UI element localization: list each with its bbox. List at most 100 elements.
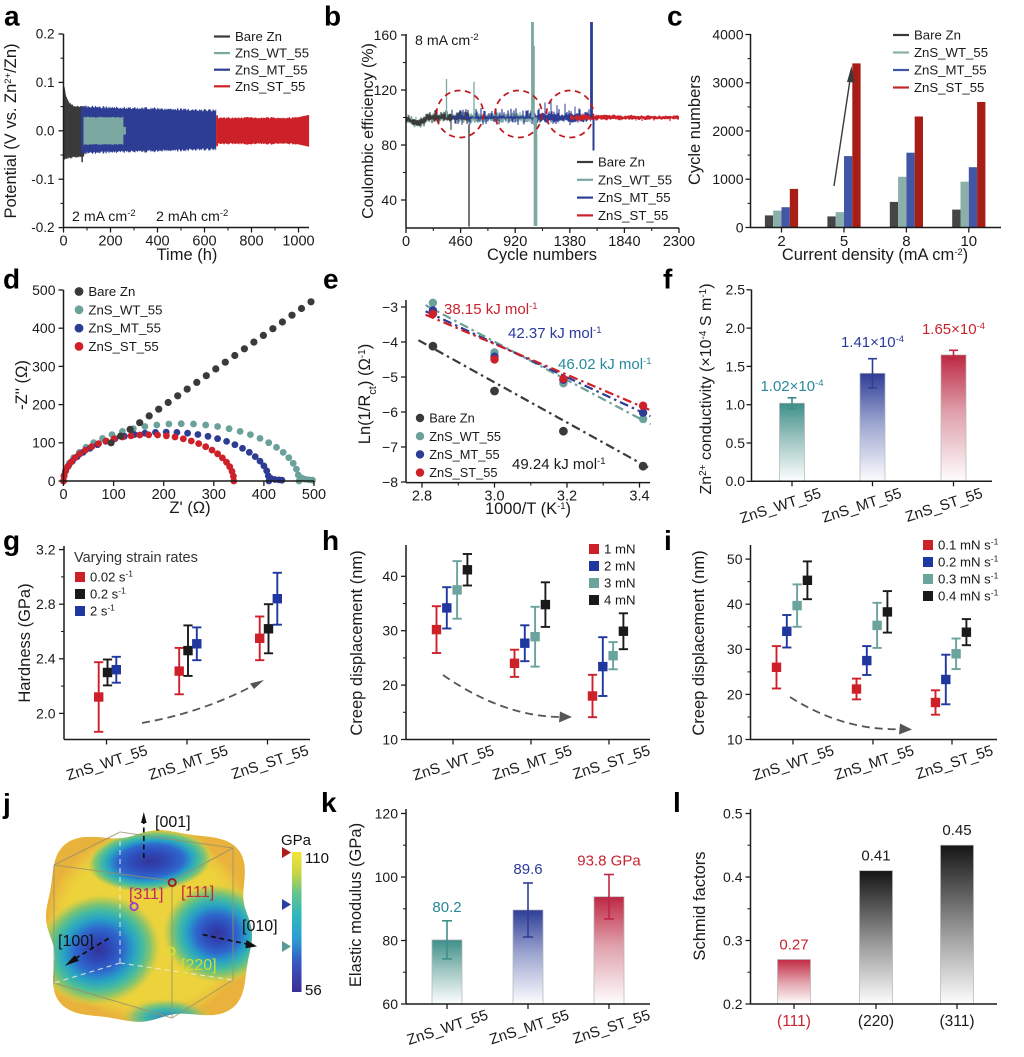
- svg-text:1.02×10-4: 1.02×10-4: [760, 378, 823, 396]
- svg-text:1000/T (K-1): 1000/T (K-1): [485, 500, 571, 518]
- svg-text:0.4: 0.4: [723, 869, 743, 885]
- svg-text:46.02 kJ mol-1: 46.02 kJ mol-1: [558, 356, 652, 374]
- svg-text:0.5: 0.5: [726, 435, 746, 451]
- svg-text:300: 300: [202, 487, 226, 503]
- svg-text:Potential (V vs. Zn2+/Zn): Potential (V vs. Zn2+/Zn): [2, 44, 20, 219]
- svg-text:500: 500: [302, 487, 326, 503]
- svg-text:e: e: [323, 264, 339, 295]
- svg-text:ZnS_ST_55: ZnS_ST_55: [88, 339, 158, 354]
- svg-text:120: 120: [374, 82, 398, 98]
- svg-text:2 mAh cm-2: 2 mAh cm-2: [156, 208, 228, 226]
- svg-text:10: 10: [727, 731, 743, 747]
- svg-text:49.24 kJ mol-1: 49.24 kJ mol-1: [512, 456, 606, 474]
- svg-text:Hardness (GPa): Hardness (GPa): [16, 583, 34, 702]
- svg-text:0.41: 0.41: [861, 848, 890, 865]
- svg-text:Creep displacement (nm): Creep displacement (nm): [348, 550, 366, 735]
- svg-text:20: 20: [727, 686, 743, 702]
- svg-text:ZnS_ST_55: ZnS_ST_55: [429, 465, 497, 480]
- svg-text:3.4: 3.4: [629, 489, 649, 505]
- svg-text:Cycle numbers: Cycle numbers: [686, 75, 704, 185]
- svg-text:ZnS_WT_55: ZnS_WT_55: [88, 302, 162, 317]
- svg-text:2.4: 2.4: [36, 651, 56, 667]
- svg-text:-0.1: -0.1: [31, 172, 54, 187]
- svg-text:0: 0: [736, 219, 744, 235]
- svg-text:2000: 2000: [712, 123, 743, 139]
- svg-text:Zn2+ conductivity (×10-4 S m-1: Zn2+ conductivity (×10-4 S m-1): [698, 283, 716, 494]
- svg-text:ZnS_WT_55: ZnS_WT_55: [914, 45, 988, 60]
- svg-text:3000: 3000: [712, 75, 743, 91]
- svg-text:10: 10: [382, 731, 398, 747]
- svg-text:30: 30: [727, 641, 743, 657]
- svg-text:Current density (mA cm-2): Current density (mA cm-2): [782, 246, 968, 264]
- svg-text:Bare Zn: Bare Zn: [914, 28, 961, 43]
- svg-text:200: 200: [152, 487, 176, 503]
- svg-text:d: d: [3, 264, 20, 295]
- svg-text:5: 5: [840, 233, 848, 250]
- svg-text:93.8 GPa: 93.8 GPa: [577, 853, 641, 870]
- svg-text:Bare Zn: Bare Zn: [235, 29, 282, 44]
- svg-text:b: b: [324, 0, 341, 31]
- svg-text:40: 40: [727, 596, 743, 612]
- svg-text:Bare Zn: Bare Zn: [429, 411, 475, 426]
- svg-text:0.2 mN s-1: 0.2 mN s-1: [938, 554, 999, 570]
- svg-text:110: 110: [305, 850, 329, 867]
- svg-text:4 mN: 4 mN: [604, 593, 636, 608]
- svg-text:a: a: [4, 0, 20, 31]
- svg-text:−4: −4: [382, 334, 398, 350]
- svg-text:3 mN: 3 mN: [604, 576, 636, 591]
- svg-text:50: 50: [727, 551, 743, 567]
- svg-text:1 mN: 1 mN: [604, 542, 636, 557]
- svg-text:Cycle numbers: Cycle numbers: [487, 246, 597, 264]
- svg-text:2.8: 2.8: [412, 489, 432, 505]
- svg-text:100: 100: [32, 435, 56, 451]
- svg-text:Bare Zn: Bare Zn: [88, 284, 135, 299]
- svg-text:56: 56: [305, 982, 322, 999]
- svg-text:30: 30: [382, 623, 398, 639]
- svg-text:ZnS_MT_55: ZnS_MT_55: [88, 321, 161, 336]
- svg-text:−5: −5: [382, 369, 398, 385]
- svg-text:Ln(1/Rct) (Ω-1): Ln(1/Rct) (Ω-1): [356, 344, 379, 444]
- svg-text:ZnS_ST_55: ZnS_ST_55: [598, 208, 668, 223]
- svg-text:0.0: 0.0: [36, 123, 55, 138]
- svg-text:0.02 s-1: 0.02 s-1: [90, 569, 133, 585]
- svg-text:(220): (220): [858, 1013, 894, 1030]
- svg-text:920: 920: [503, 234, 527, 250]
- svg-text:300: 300: [32, 358, 56, 374]
- svg-text:-Z'' (Ω): -Z'' (Ω): [13, 360, 31, 410]
- svg-text:ZnS_ST_55: ZnS_ST_55: [235, 79, 305, 94]
- svg-text:8: 8: [902, 233, 910, 250]
- svg-text:500: 500: [32, 282, 56, 298]
- svg-text:1840: 1840: [608, 234, 640, 250]
- svg-text:3.2: 3.2: [557, 489, 577, 505]
- svg-text:120: 120: [375, 805, 399, 821]
- svg-text:0.3 mN s-1: 0.3 mN s-1: [938, 571, 999, 587]
- svg-text:2: 2: [777, 233, 785, 250]
- svg-text:−7: −7: [382, 439, 398, 455]
- svg-text:60: 60: [382, 996, 398, 1012]
- svg-text:0.1 mN s-1: 0.1 mN s-1: [938, 537, 999, 553]
- svg-text:3.2: 3.2: [36, 542, 56, 558]
- svg-text:3.0: 3.0: [484, 489, 504, 505]
- svg-text:0.5: 0.5: [723, 805, 743, 821]
- svg-text:0.2 s-1: 0.2 s-1: [90, 586, 126, 602]
- svg-text:460: 460: [448, 234, 472, 250]
- svg-text:0: 0: [59, 234, 67, 250]
- svg-text:c: c: [667, 0, 683, 31]
- svg-text:1.0: 1.0: [726, 397, 746, 413]
- svg-text:10: 10: [960, 233, 977, 250]
- svg-text:ZnS_WT_55: ZnS_WT_55: [598, 172, 672, 187]
- svg-text:42.37 kJ mol-1: 42.37 kJ mol-1: [508, 325, 602, 343]
- svg-text:80.2: 80.2: [432, 899, 461, 916]
- svg-text:−8: −8: [382, 474, 398, 490]
- svg-text:2.0: 2.0: [36, 705, 56, 721]
- svg-text:1000: 1000: [282, 234, 314, 250]
- svg-text:ZnS_MT_55: ZnS_MT_55: [235, 62, 308, 77]
- svg-text:1.65×10-4: 1.65×10-4: [922, 321, 985, 339]
- svg-text:[010]: [010]: [242, 918, 278, 935]
- svg-text:2.5: 2.5: [726, 282, 746, 298]
- svg-text:160: 160: [374, 27, 398, 43]
- svg-text:[220]: [220]: [181, 957, 217, 974]
- svg-text:[100]: [100]: [58, 933, 94, 950]
- svg-text:400: 400: [252, 487, 276, 503]
- svg-text:2.0: 2.0: [726, 320, 746, 336]
